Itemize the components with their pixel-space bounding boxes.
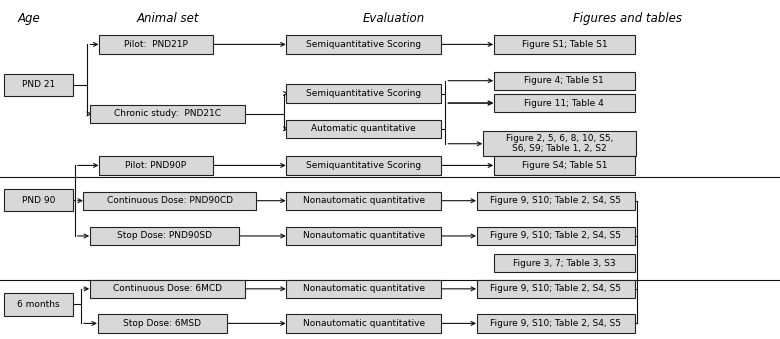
FancyBboxPatch shape (477, 314, 635, 333)
Text: Continuous Dose: PND90CD: Continuous Dose: PND90CD (107, 196, 232, 205)
Text: Age: Age (17, 12, 40, 25)
FancyBboxPatch shape (483, 131, 636, 156)
FancyBboxPatch shape (99, 35, 213, 54)
Text: Figure 9, S10; Table 2, S4, S5: Figure 9, S10; Table 2, S4, S5 (491, 319, 621, 328)
Text: Figure S4; Table S1: Figure S4; Table S1 (522, 161, 607, 170)
FancyBboxPatch shape (286, 314, 441, 333)
FancyBboxPatch shape (286, 227, 441, 245)
Text: Nonautomatic quantitative: Nonautomatic quantitative (303, 319, 425, 328)
Text: Figure 9, S10; Table 2, S4, S5: Figure 9, S10; Table 2, S4, S5 (491, 232, 621, 240)
Text: Automatic quantitative: Automatic quantitative (311, 124, 417, 133)
FancyBboxPatch shape (286, 120, 441, 138)
FancyBboxPatch shape (83, 192, 256, 210)
FancyBboxPatch shape (286, 35, 441, 54)
Text: Semiquantitative Scoring: Semiquantitative Scoring (307, 161, 421, 170)
FancyBboxPatch shape (494, 156, 635, 175)
Text: Stop Dose: PND90SD: Stop Dose: PND90SD (117, 232, 211, 240)
Text: Figure 9, S10; Table 2, S4, S5: Figure 9, S10; Table 2, S4, S5 (491, 284, 621, 293)
Text: Chronic study:  PND21C: Chronic study: PND21C (114, 109, 221, 118)
FancyBboxPatch shape (98, 314, 227, 333)
FancyBboxPatch shape (477, 227, 635, 245)
FancyBboxPatch shape (494, 94, 635, 112)
Text: Figure 4; Table S1: Figure 4; Table S1 (524, 76, 605, 85)
Text: Figure S1; Table S1: Figure S1; Table S1 (522, 40, 607, 49)
Text: PND 21: PND 21 (22, 80, 55, 89)
Text: Figure 9, S10; Table 2, S4, S5: Figure 9, S10; Table 2, S4, S5 (491, 196, 621, 205)
FancyBboxPatch shape (90, 227, 239, 245)
Text: Continuous Dose: 6MCD: Continuous Dose: 6MCD (113, 284, 222, 293)
FancyBboxPatch shape (286, 156, 441, 175)
Text: Semiquantitative Scoring: Semiquantitative Scoring (307, 89, 421, 98)
Text: Figures and tables: Figures and tables (573, 12, 682, 25)
Text: Figure 11; Table 4: Figure 11; Table 4 (524, 99, 605, 107)
FancyBboxPatch shape (477, 280, 635, 298)
Text: Stop Dose: 6MSD: Stop Dose: 6MSD (123, 319, 201, 328)
Text: Pilot: PND90P: Pilot: PND90P (126, 161, 186, 170)
FancyBboxPatch shape (4, 189, 73, 211)
FancyBboxPatch shape (494, 35, 635, 54)
FancyBboxPatch shape (286, 84, 441, 103)
FancyBboxPatch shape (494, 72, 635, 90)
FancyBboxPatch shape (286, 280, 441, 298)
FancyBboxPatch shape (477, 192, 635, 210)
Text: Nonautomatic quantitative: Nonautomatic quantitative (303, 232, 425, 240)
FancyBboxPatch shape (99, 156, 213, 175)
FancyBboxPatch shape (4, 74, 73, 96)
Text: Nonautomatic quantitative: Nonautomatic quantitative (303, 284, 425, 293)
Text: Nonautomatic quantitative: Nonautomatic quantitative (303, 196, 425, 205)
Text: Figure 3, 7; Table 3, S3: Figure 3, 7; Table 3, S3 (513, 259, 615, 267)
Text: Evaluation: Evaluation (363, 12, 425, 25)
FancyBboxPatch shape (4, 293, 73, 316)
FancyBboxPatch shape (494, 254, 635, 272)
FancyBboxPatch shape (90, 280, 245, 298)
Text: Animal set: Animal set (136, 12, 199, 25)
FancyBboxPatch shape (286, 192, 441, 210)
Text: Pilot:  PND21P: Pilot: PND21P (124, 40, 188, 49)
Text: Figure 2, 5, 6, 8, 10, S5,
S6, S9; Table 1, 2, S2: Figure 2, 5, 6, 8, 10, S5, S6, S9; Table… (505, 134, 613, 154)
FancyBboxPatch shape (90, 105, 245, 123)
Text: Semiquantitative Scoring: Semiquantitative Scoring (307, 40, 421, 49)
Text: 6 months: 6 months (17, 300, 59, 309)
Text: PND 90: PND 90 (22, 196, 55, 204)
